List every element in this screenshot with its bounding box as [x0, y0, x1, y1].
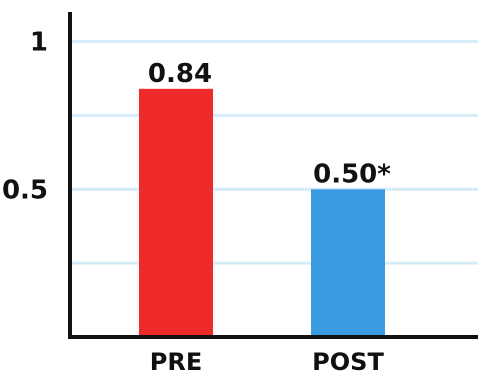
y-tick-labels: 0.51	[2, 28, 48, 206]
y-tick-label: 1	[30, 28, 48, 58]
data-labels: 0.84 0.50*	[148, 59, 391, 189]
gridlines	[72, 40, 478, 265]
data-label: 0.50*	[313, 159, 391, 189]
bar-post	[311, 189, 385, 337]
bars	[139, 88, 385, 338]
data-label: 0.84	[148, 59, 212, 89]
category-label: PRE	[150, 348, 202, 376]
bar-pre	[139, 88, 213, 338]
category-label: POST	[312, 348, 384, 376]
category-labels: PRE POST	[150, 348, 385, 376]
y-tick-label: 0.5	[2, 175, 48, 205]
axes	[68, 12, 478, 339]
